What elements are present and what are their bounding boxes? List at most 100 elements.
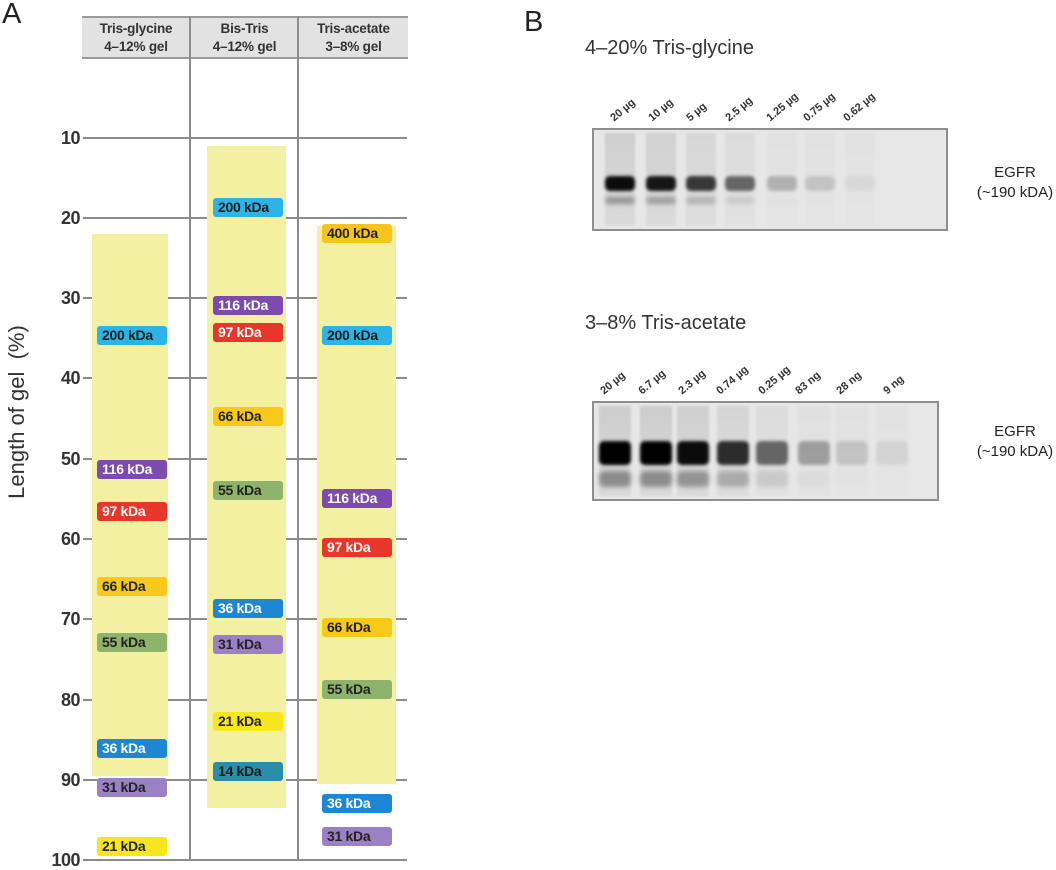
secondary-band <box>798 471 830 487</box>
secondary-band <box>605 197 635 204</box>
lane-load-label: 2.3 µg <box>676 367 709 397</box>
lane-load-label: 6.7 µg <box>636 367 669 397</box>
marker-label: 55 kDa <box>213 481 283 501</box>
marker-label: 200 kDa <box>213 197 283 217</box>
blot-lane <box>646 133 676 226</box>
blot-lane <box>876 406 908 496</box>
marker-label: 116 kDa <box>213 295 283 315</box>
marker-label: 55 kDa <box>97 633 167 653</box>
marker-label: 31 kDa <box>213 634 283 654</box>
target-label-tris-glycine: EGFR (~190 kDA) <box>960 163 1056 203</box>
marker-label: 36 kDa <box>322 794 392 814</box>
target-protein-size: (~190 kDA) <box>976 184 1054 201</box>
secondary-band <box>677 471 709 487</box>
marker-label: 116 kDa <box>97 459 167 479</box>
lane-load-label: 10 µg <box>646 96 676 124</box>
column-header-name: Bis-Tris <box>220 21 269 36</box>
protein-band <box>756 441 788 465</box>
secondary-band <box>836 471 868 487</box>
protein-band <box>640 441 672 465</box>
blot-lane <box>717 406 749 496</box>
blot-lane <box>677 406 709 496</box>
marker-label: 66 kDa <box>213 406 283 426</box>
lane-load-label: 9 ng <box>881 373 907 397</box>
marker-label: 97 kDa <box>97 502 167 522</box>
column-header-subtitle: 4–12% gel <box>104 39 168 54</box>
protein-band <box>836 441 868 465</box>
marker-label: 200 kDa <box>97 325 167 345</box>
blot-lane <box>725 133 755 226</box>
lane-load-label: 0.25 µg <box>756 363 793 397</box>
panel-letter-a: A <box>2 0 22 30</box>
protein-band <box>646 176 676 191</box>
protein-band <box>717 441 749 465</box>
column-divider <box>189 16 191 861</box>
marker-label: 200 kDa <box>322 325 392 345</box>
blot-lane <box>686 133 716 226</box>
marker-label: 66 kDa <box>322 617 392 637</box>
protein-band <box>805 176 835 191</box>
grid-line <box>83 859 407 862</box>
secondary-band <box>756 471 788 487</box>
separation-range-bar <box>207 145 286 808</box>
column-header-subtitle: 4–12% gel <box>212 39 277 54</box>
lane-load-label: 28 ng <box>834 369 865 397</box>
secondary-band <box>599 471 631 487</box>
marker-label: 116 kDa <box>322 489 392 509</box>
secondary-band <box>686 197 716 204</box>
secondary-band <box>646 197 676 204</box>
lane-load-label: 20 µg <box>598 369 628 397</box>
secondary-band <box>845 197 875 204</box>
marker-label: 14 kDa <box>213 762 283 782</box>
marker-label: 36 kDa <box>213 599 283 619</box>
column-header-tris-acetate: Tris-acetate 3–8% gel <box>299 18 408 58</box>
blot-lane <box>798 406 830 496</box>
secondary-band <box>717 471 749 487</box>
blot-lane <box>599 406 631 496</box>
y-axis-label: Length of gel (%) <box>4 325 29 499</box>
marker-label: 31 kDa <box>322 827 392 847</box>
blot-lane <box>767 133 797 226</box>
y-tick-label: 90 <box>60 769 81 790</box>
target-protein-name: EGFR <box>994 164 1036 181</box>
marker-label: 97 kDa <box>213 323 283 343</box>
y-tick-label: 20 <box>60 207 81 228</box>
y-tick-label: 60 <box>60 529 81 549</box>
marker-label: 66 kDa <box>97 576 167 596</box>
lane-load-label: 83 ng <box>793 369 824 397</box>
blot-image-tris-acetate <box>592 401 939 501</box>
column-header-name: Tris-glycine <box>99 21 173 36</box>
lane-load-label: 1.25 µg <box>764 90 801 124</box>
lane-load-label: 20 µg <box>608 96 638 124</box>
marker-label: 36 kDa <box>97 739 167 759</box>
column-header-name: Tris-acetate <box>317 21 390 36</box>
column-header-tris-glycine: Tris-glycine 4–12% gel <box>82 18 190 58</box>
lane-load-label: 0.62 µg <box>841 90 878 124</box>
y-tick-label: 70 <box>60 609 81 630</box>
blot-lane <box>836 406 868 496</box>
marker-label: 55 kDa <box>322 680 392 700</box>
lane-load-label: 2.5 µg <box>723 94 756 124</box>
lane-load-label: 0.75 µg <box>801 90 838 124</box>
blot-image-tris-glycine <box>592 128 948 231</box>
marker-label: 31 kDa <box>97 778 167 798</box>
y-tick-label: 50 <box>60 448 81 469</box>
secondary-band <box>767 197 797 204</box>
marker-label: 400 kDa <box>322 224 392 244</box>
secondary-band <box>640 471 672 487</box>
protein-band <box>605 176 635 191</box>
target-label-tris-acetate: EGFR (~190 kDA) <box>960 422 1056 462</box>
target-protein-name: EGFR <box>994 423 1036 440</box>
column-header-subtitle: 3–8% gel <box>325 39 382 54</box>
blot-title-tris-acetate: 3–8% Tris-acetate <box>585 312 747 334</box>
blot-lane <box>605 133 635 226</box>
lane-load-label: 0.74 µg <box>714 363 751 397</box>
secondary-band <box>805 197 835 204</box>
y-tick-label: 80 <box>60 689 81 710</box>
protein-band <box>845 176 875 191</box>
panel-letter-b: B <box>524 6 544 38</box>
protein-band <box>767 176 797 191</box>
y-tick-label: 40 <box>60 368 81 389</box>
marker-label: 21 kDa <box>213 711 283 731</box>
lane-load-label: 5 µg <box>684 100 710 124</box>
